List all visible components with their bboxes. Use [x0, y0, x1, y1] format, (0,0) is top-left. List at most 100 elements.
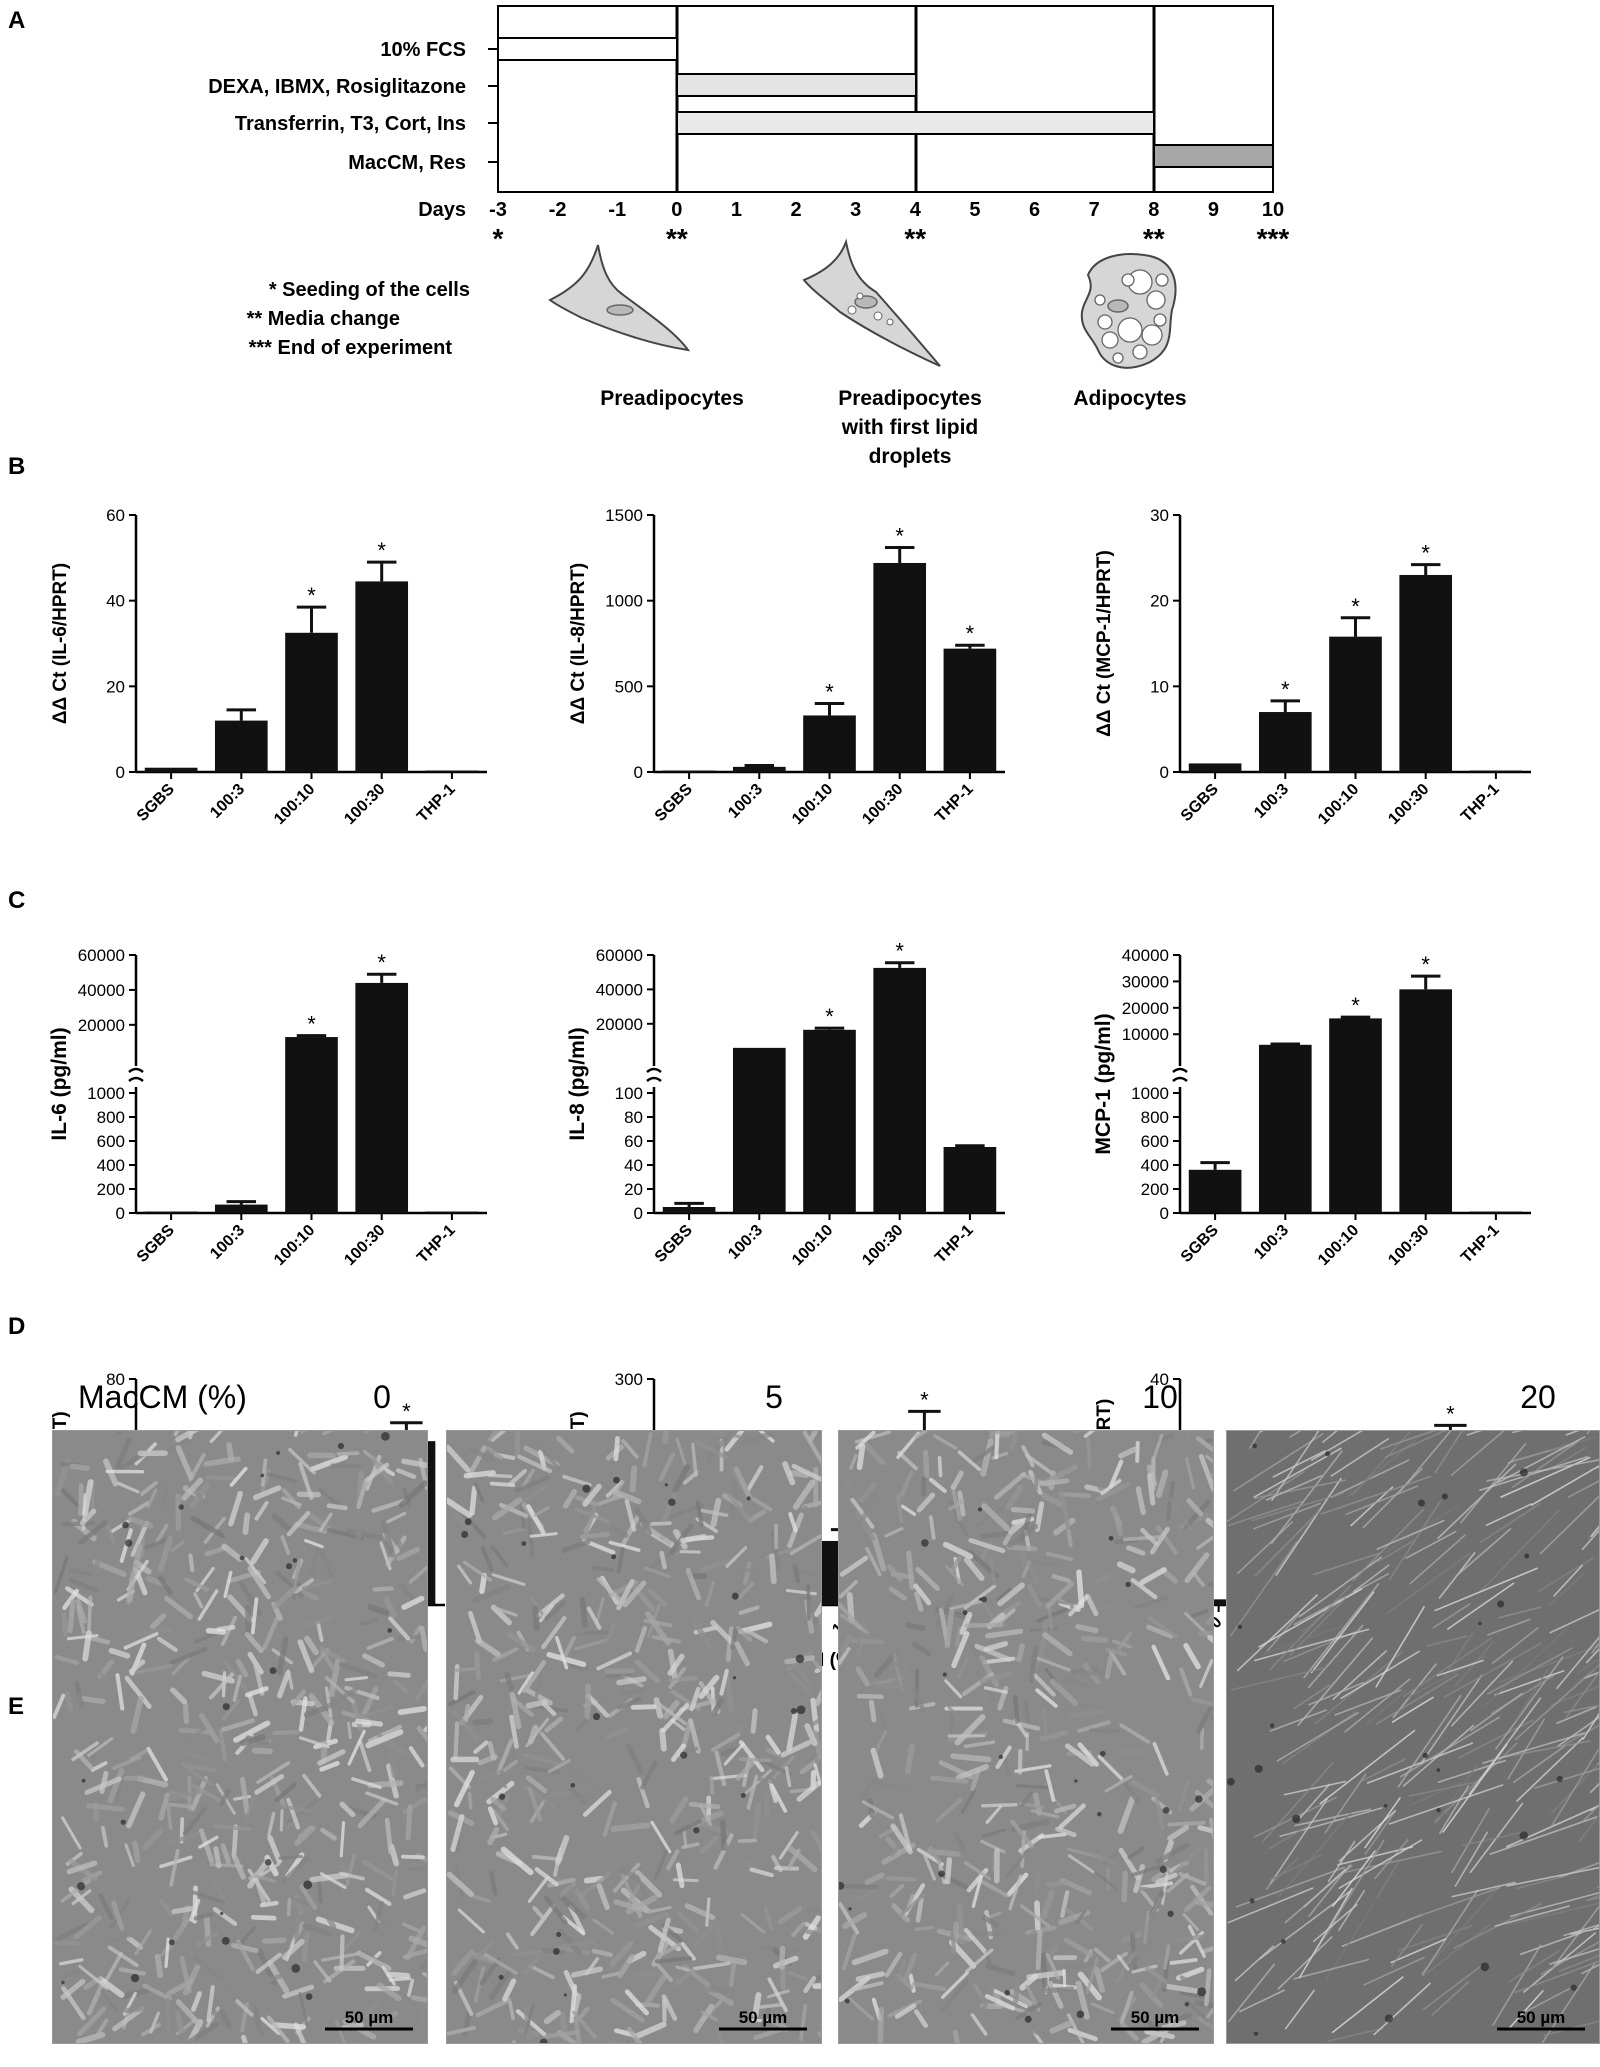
micrograph-texture-stroke — [191, 1890, 226, 1904]
micrograph-texture-stroke — [813, 1763, 821, 1786]
micrograph-dark-spot — [1519, 1468, 1528, 1477]
micrograph-texture-stroke — [1343, 1850, 1442, 1874]
micrograph-texture-stroke — [190, 1783, 224, 1804]
micrograph-texture-stroke — [213, 1824, 252, 1831]
micrograph-texture-stroke — [1523, 1932, 1596, 1993]
micrograph-texture-stroke — [1344, 1678, 1411, 1733]
micrograph-texture-stroke — [1340, 1650, 1420, 1700]
micrograph-dark-spot — [1270, 1723, 1275, 1728]
micrograph-texture-stroke — [328, 1658, 341, 1698]
micrograph-texture-stroke — [534, 1675, 543, 1700]
micrograph-texture-stroke — [527, 1875, 550, 1904]
micrograph-texture-stroke — [672, 1878, 699, 1883]
day-tick-label: 8 — [1148, 199, 1159, 221]
micrograph-dark-spot — [337, 1442, 345, 1450]
micrograph-texture-stroke — [735, 1625, 753, 1642]
micrograph-texture-stroke — [1167, 1824, 1190, 1842]
significance-marker: * — [377, 950, 386, 975]
micrograph-texture-stroke — [723, 1843, 750, 1873]
micrograph-texture-stroke — [238, 1926, 256, 1947]
micrograph-texture-stroke — [240, 2034, 248, 2043]
micrograph-texture-stroke — [525, 1699, 548, 1709]
micrograph-texture-stroke — [213, 1846, 222, 1869]
y-tick-label: 600 — [1141, 1132, 1169, 1151]
micrograph-texture-stroke — [525, 1717, 550, 1748]
micrograph-texture-stroke — [506, 1932, 519, 1950]
micrograph-texture-stroke — [463, 1470, 496, 1479]
micrograph-texture-stroke — [1377, 1540, 1414, 1563]
micrograph-texture-stroke — [806, 1583, 811, 1621]
micrograph-dark-spot — [291, 1964, 301, 1973]
micrograph-dark-spot — [1162, 1806, 1170, 1814]
micrograph-texture-stroke — [840, 1467, 853, 1490]
scale-bar-label: 50 µm — [1517, 2008, 1566, 2027]
micrograph-texture-stroke — [717, 1540, 724, 1571]
micrograph-texture-stroke — [945, 1565, 964, 1587]
micrograph-texture-stroke — [1380, 1431, 1436, 1450]
micrograph-texture-stroke — [77, 1695, 106, 1705]
micrograph-texture-stroke — [323, 1687, 358, 1710]
micrograph-texture-stroke — [1133, 1596, 1168, 1610]
micrograph-texture-stroke — [804, 1723, 818, 1747]
bar — [1258, 1044, 1312, 1213]
micrograph-dark-spot — [1099, 1750, 1106, 1757]
micrograph-texture-stroke — [326, 1503, 348, 1511]
micrograph-texture-stroke — [524, 1766, 561, 1775]
micrograph-texture-stroke — [1205, 1517, 1213, 1529]
micrograph-texture-stroke — [1029, 2028, 1062, 2042]
micrograph-texture-stroke — [77, 2006, 107, 2037]
micrograph-texture-stroke — [472, 1718, 493, 1726]
micrograph-texture-stroke — [523, 1486, 546, 1503]
micrograph-texture-stroke — [544, 2030, 580, 2039]
micrograph-texture-stroke — [1179, 1975, 1204, 1991]
micrograph-texture-stroke — [949, 1599, 985, 1611]
micrograph-texture-stroke — [1451, 1808, 1490, 1874]
micrograph-texture-stroke — [1002, 1718, 1041, 1731]
micrograph-texture-stroke — [693, 1440, 702, 1477]
micrograph-dark-spot — [1108, 1535, 1114, 1541]
micrograph-texture-stroke — [179, 1955, 192, 1994]
micrograph-texture-stroke — [298, 1736, 330, 1749]
micrograph-texture-stroke — [510, 1950, 542, 1957]
micrograph-texture-stroke — [164, 1937, 170, 1969]
micrograph-texture-stroke — [582, 1483, 602, 1507]
micrograph-texture-stroke — [1195, 1860, 1213, 1871]
micrograph-texture-stroke — [1487, 1618, 1531, 1636]
micrograph-texture-stroke — [266, 2015, 290, 2043]
micrograph-texture-stroke — [62, 1588, 80, 1611]
micrograph-dark-spot — [839, 1881, 845, 1890]
adipocyte-droplet — [1101, 331, 1119, 349]
micrograph-texture-stroke — [685, 1567, 702, 1601]
micrograph-texture-stroke — [1010, 1506, 1035, 1514]
micrograph-texture-stroke — [1135, 1440, 1140, 1463]
micrograph-texture-stroke — [1058, 1803, 1086, 1830]
micrograph-texture-stroke — [243, 1794, 257, 1824]
micrograph-texture-stroke — [1390, 1938, 1447, 1964]
micrograph-texture-stroke — [453, 1667, 476, 1672]
x-tick-label: SGBS — [1178, 781, 1222, 825]
micrograph-texture-stroke — [301, 1931, 310, 1963]
micrograph-texture-stroke — [855, 1971, 885, 1982]
micrograph-texture-stroke — [723, 1742, 745, 1766]
micrograph-texture-stroke — [562, 1635, 577, 1659]
bar — [1188, 763, 1242, 772]
micrograph-texture-stroke — [1095, 1602, 1122, 1610]
micrograph-texture-stroke — [1565, 1671, 1599, 1718]
micrograph-texture-stroke — [803, 1976, 817, 1994]
micrograph-texture-stroke — [1021, 1445, 1035, 1468]
scale-bar-label: 50 µm — [345, 2008, 394, 2027]
micrograph-texture-stroke — [1183, 1499, 1212, 1530]
micrograph-texture-stroke — [1054, 1803, 1077, 1814]
micrograph-texture-stroke — [188, 1453, 206, 1482]
micrograph-texture-stroke — [1405, 1530, 1457, 1559]
significance-marker: * — [895, 524, 904, 549]
row-label-dexa: DEXA, IBMX, Rosiglitazone — [208, 76, 466, 98]
micrograph-texture-stroke — [313, 1960, 332, 1983]
micrograph-texture-stroke — [319, 1872, 347, 1889]
micrograph-texture-stroke — [293, 1559, 301, 1588]
micrograph-texture-stroke — [892, 1652, 904, 1692]
micrograph-texture-stroke — [915, 1784, 943, 1814]
micrograph-texture-stroke — [1578, 1658, 1599, 1673]
micrograph-texture-stroke — [1564, 1704, 1599, 1714]
micrograph-dark-spot — [732, 1676, 737, 1680]
